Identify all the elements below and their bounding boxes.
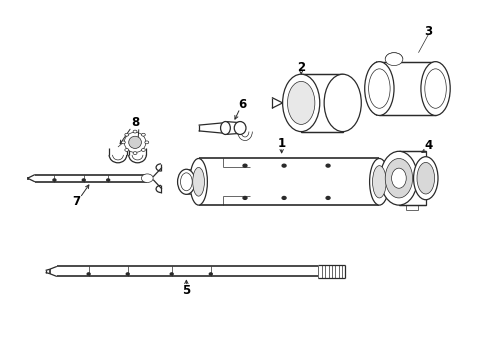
Ellipse shape <box>392 168 406 188</box>
Circle shape <box>82 179 85 181</box>
Circle shape <box>209 273 212 275</box>
Ellipse shape <box>385 53 403 66</box>
Circle shape <box>326 197 330 199</box>
Bar <box>399 151 426 205</box>
Ellipse shape <box>421 62 450 116</box>
Ellipse shape <box>122 141 125 144</box>
Circle shape <box>170 273 173 275</box>
Circle shape <box>243 164 247 167</box>
Ellipse shape <box>369 158 389 205</box>
Text: 6: 6 <box>239 98 246 111</box>
Text: 2: 2 <box>297 60 305 73</box>
Text: 3: 3 <box>424 25 432 38</box>
Ellipse shape <box>324 74 361 132</box>
Ellipse shape <box>133 152 137 154</box>
Ellipse shape <box>124 132 146 152</box>
Ellipse shape <box>177 169 195 194</box>
Ellipse shape <box>145 141 149 144</box>
Circle shape <box>87 273 90 275</box>
Text: 8: 8 <box>131 116 139 129</box>
Circle shape <box>282 197 286 199</box>
Circle shape <box>282 164 286 167</box>
Ellipse shape <box>129 136 142 148</box>
Text: 4: 4 <box>424 139 432 152</box>
Ellipse shape <box>133 130 137 133</box>
Ellipse shape <box>288 81 315 125</box>
Text: 1: 1 <box>277 136 286 149</box>
Ellipse shape <box>283 74 320 132</box>
Ellipse shape <box>125 133 129 136</box>
Ellipse shape <box>234 122 246 134</box>
Circle shape <box>326 164 330 167</box>
Ellipse shape <box>365 62 394 116</box>
Ellipse shape <box>190 158 207 205</box>
Bar <box>379 62 436 116</box>
Ellipse shape <box>180 173 192 191</box>
Circle shape <box>53 179 56 181</box>
Ellipse shape <box>193 167 204 196</box>
Text: 5: 5 <box>182 284 191 297</box>
Ellipse shape <box>142 149 146 152</box>
Ellipse shape <box>417 162 435 194</box>
Text: 7: 7 <box>73 195 80 208</box>
Circle shape <box>126 273 129 275</box>
Ellipse shape <box>372 166 386 198</box>
Bar <box>301 74 343 132</box>
Ellipse shape <box>142 133 146 136</box>
Ellipse shape <box>385 158 413 198</box>
Ellipse shape <box>220 122 230 134</box>
Ellipse shape <box>414 157 438 200</box>
Ellipse shape <box>380 151 417 205</box>
Ellipse shape <box>125 149 129 152</box>
Circle shape <box>243 197 247 199</box>
Ellipse shape <box>142 174 153 183</box>
Circle shape <box>107 179 110 181</box>
